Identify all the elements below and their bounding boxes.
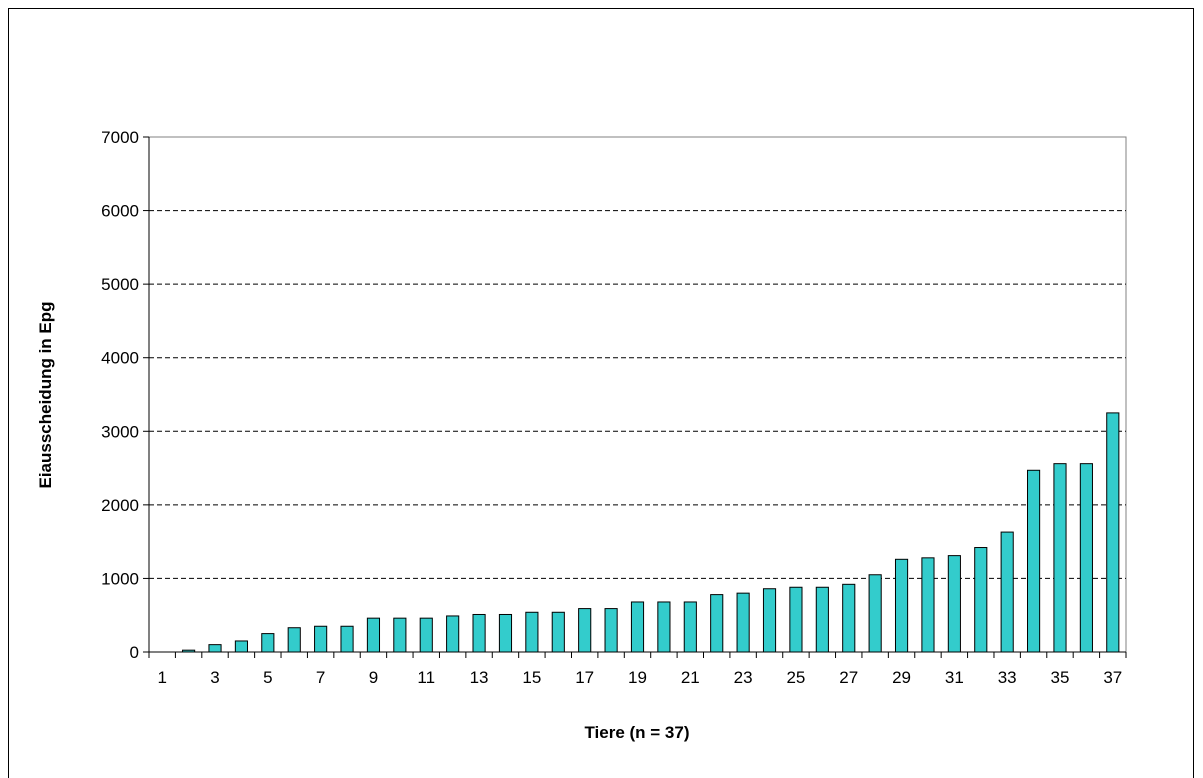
bar	[815, 586, 829, 653]
x-tick-label: 29	[892, 668, 911, 687]
x-tick-label: 15	[522, 668, 541, 687]
bar	[551, 611, 565, 653]
bar	[366, 617, 381, 653]
x-tick-label: 3	[210, 668, 219, 687]
y-tick-label: 3000	[101, 422, 139, 441]
bar	[340, 625, 354, 653]
bars	[182, 412, 1120, 653]
x-tick-label: 1	[157, 668, 166, 687]
bar	[894, 558, 909, 653]
x-tick-label: 23	[734, 668, 753, 687]
x-tick-label: 31	[945, 668, 964, 687]
bar	[446, 615, 460, 653]
y-axis: 0 1000 2000 3000 4000 5000 6000 7000	[101, 128, 150, 662]
bar	[261, 633, 275, 653]
bar	[974, 547, 988, 653]
bar	[208, 644, 222, 653]
bar	[657, 601, 671, 653]
x-tick-label: 21	[681, 668, 700, 687]
bar	[868, 574, 882, 653]
bar	[1000, 531, 1014, 653]
x-tick-label: 5	[263, 668, 272, 687]
bar	[683, 601, 697, 653]
x-tick-label: 7	[316, 668, 325, 687]
bar	[789, 586, 803, 653]
bar	[762, 588, 777, 653]
bar	[947, 555, 961, 653]
bar	[525, 611, 539, 653]
x-tick-label: 35	[1051, 668, 1070, 687]
x-tick-label: 25	[786, 668, 805, 687]
grid-lines	[149, 210, 1126, 579]
bar	[710, 594, 724, 653]
bar	[419, 617, 433, 653]
x-tick-label: 33	[998, 668, 1017, 687]
bar	[630, 601, 645, 653]
bar	[314, 625, 328, 653]
bar	[578, 608, 592, 653]
bar	[234, 640, 248, 653]
bar	[604, 608, 618, 653]
x-tick-label: 11	[417, 668, 435, 687]
bar	[472, 613, 486, 653]
bar	[1079, 463, 1093, 653]
bar	[393, 617, 407, 653]
x-axis-title: Tiere (n = 37)	[584, 723, 689, 742]
bar	[842, 583, 856, 653]
y-tick-label: 4000	[101, 349, 139, 368]
bar	[1106, 412, 1120, 653]
bar	[1027, 469, 1041, 653]
bar	[736, 592, 750, 653]
x-tick-label: 27	[839, 668, 858, 687]
plot-area	[148, 136, 1127, 653]
y-tick-label: 1000	[101, 569, 139, 588]
y-tick-label: 5000	[101, 275, 139, 294]
bar	[921, 557, 935, 653]
bar	[498, 613, 513, 653]
y-tick-label: 0	[130, 643, 139, 662]
y-tick-label: 2000	[101, 496, 139, 515]
x-tick-label: 17	[575, 668, 594, 687]
x-tick-label: 9	[369, 668, 378, 687]
bar	[1053, 463, 1067, 653]
y-tick-label: 7000	[101, 128, 139, 147]
x-tick-label: 13	[470, 668, 489, 687]
y-axis-title: Eiausscheidung in Epg	[36, 301, 55, 488]
x-tick-label: 37	[1103, 668, 1122, 687]
bar	[287, 627, 301, 653]
y-tick-label: 6000	[101, 202, 139, 221]
x-axis: 1 3 5 7 9 11 13 15 17 19 21 23 25 27 29 31 33 35 37	[148, 651, 1127, 687]
x-tick-label: 19	[628, 668, 647, 687]
